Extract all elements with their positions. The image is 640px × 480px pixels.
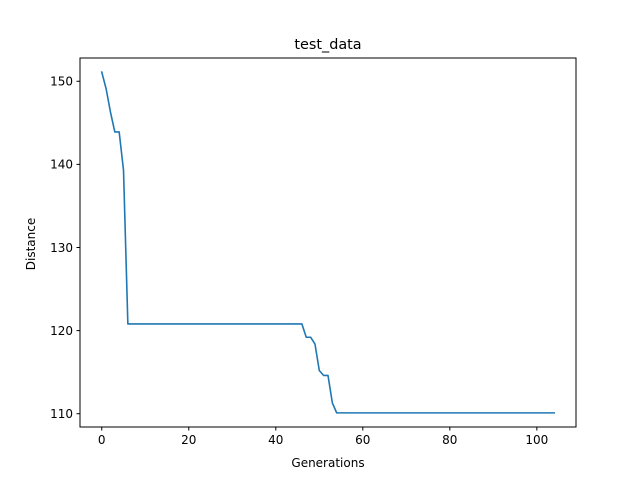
x-tick-label: 0 bbox=[98, 433, 106, 447]
x-tick-label: 100 bbox=[525, 433, 548, 447]
x-tick-label: 80 bbox=[442, 433, 457, 447]
axes-frame bbox=[79, 57, 577, 428]
x-axis-label: Generations bbox=[291, 456, 364, 470]
chart-title: test_data bbox=[294, 37, 361, 53]
x-tick-label: 60 bbox=[355, 433, 370, 447]
y-tick-label: 130 bbox=[50, 241, 73, 255]
y-tick-label: 140 bbox=[50, 158, 73, 172]
y-tick-label: 120 bbox=[50, 324, 73, 338]
plot-area bbox=[79, 57, 577, 428]
series-line-0 bbox=[100, 71, 556, 414]
y-axis-label: Distance bbox=[24, 218, 38, 270]
y-tick-label: 110 bbox=[50, 407, 73, 421]
x-tick-label: 20 bbox=[181, 433, 196, 447]
x-axis: 0 20 40 60 80 100 bbox=[98, 427, 548, 447]
y-tick-label: 150 bbox=[50, 75, 73, 89]
x-tick-label: 40 bbox=[268, 433, 283, 447]
y-axis: 110 120 130 140 150 bbox=[50, 75, 80, 421]
